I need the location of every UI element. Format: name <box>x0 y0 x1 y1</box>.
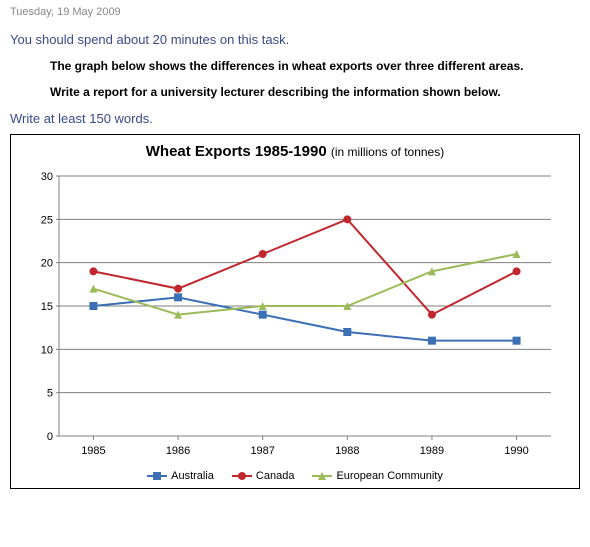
chart-title-sub: (in millions of tonnes) <box>331 145 444 159</box>
legend-item: Canada <box>232 470 295 482</box>
task-description-1: The graph below shows the differences in… <box>50 59 580 73</box>
chart-title: Wheat Exports 1985-1990 (in millions of … <box>21 143 569 160</box>
svg-text:1988: 1988 <box>335 445 359 457</box>
word-count-instruction: Write at least 150 words. <box>10 111 580 126</box>
chart-title-main: Wheat Exports 1985-1990 <box>146 143 327 160</box>
svg-text:1990: 1990 <box>504 445 528 457</box>
svg-text:5: 5 <box>47 388 53 400</box>
svg-text:1987: 1987 <box>250 445 274 457</box>
svg-text:20: 20 <box>41 258 53 270</box>
legend-label: Canada <box>256 470 295 482</box>
svg-text:30: 30 <box>41 171 53 183</box>
post-date: Tuesday, 19 May 2009 <box>10 6 580 18</box>
legend-swatch <box>147 471 167 481</box>
line-chart: 0 5 10 15 20 25 30 1985 1986 1987 1988 1989 1990 <box>25 166 565 466</box>
svg-text:0: 0 <box>47 431 53 443</box>
svg-text:1986: 1986 <box>166 445 190 457</box>
legend-item: Australia <box>147 470 214 482</box>
chart-container: Wheat Exports 1985-1990 (in millions of … <box>10 134 580 489</box>
legend-swatch <box>232 471 252 481</box>
legend-swatch <box>312 471 332 481</box>
svg-text:1985: 1985 <box>81 445 105 457</box>
svg-text:10: 10 <box>41 344 53 356</box>
legend-label: Australia <box>171 470 214 482</box>
task-description-2: Write a report for a university lecturer… <box>50 85 580 99</box>
svg-text:25: 25 <box>41 214 53 226</box>
legend-label: European Community <box>336 470 442 482</box>
chart-legend: Australia Canada European Community <box>21 470 569 482</box>
svg-text:15: 15 <box>41 301 53 313</box>
svg-text:1989: 1989 <box>420 445 444 457</box>
time-instruction: You should spend about 20 minutes on thi… <box>10 32 580 47</box>
legend-item: European Community <box>312 470 442 482</box>
